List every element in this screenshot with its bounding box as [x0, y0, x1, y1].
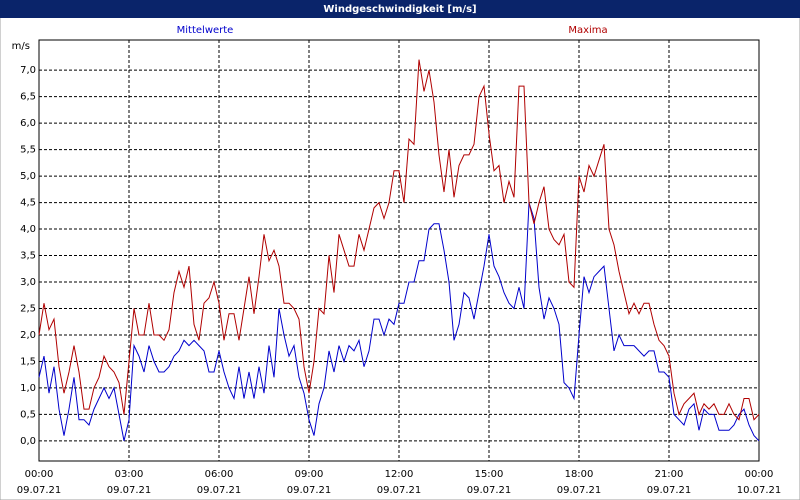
data-line [38, 59, 760, 421]
y-tick-label: 6,0 [20, 118, 36, 129]
data-line [38, 202, 760, 442]
legend-label: Mittelwerte [177, 25, 234, 36]
x-tick-label-line: 09.07.21 [197, 485, 242, 496]
y-tick-label: 5,5 [20, 145, 36, 156]
x-tick-label: 15:00 09.07.21 [467, 469, 512, 496]
x-tick-label-line: 06:00 [205, 469, 234, 480]
y-tick-label: 2,0 [20, 330, 36, 341]
x-tick-label: 18:00 09.07.21 [557, 469, 602, 496]
y-tick-label: 7,0 [20, 65, 36, 76]
x-tick-label: 03:00 09.07.21 [107, 469, 152, 496]
y-tick-label: 1,0 [20, 383, 36, 394]
x-tick-label-line: 09.07.21 [647, 485, 692, 496]
chart-title: Windgeschwindigkeit [m/s] [323, 4, 476, 15]
x-tick-label-line: 09.07.21 [17, 485, 62, 496]
y-tick-label: 2,5 [20, 303, 36, 314]
y-tick-label: 6,5 [20, 92, 36, 103]
x-tick-label-line: 00:00 [745, 469, 774, 480]
y-tick-label: 3,0 [20, 277, 36, 288]
title-bar [0, 0, 800, 18]
x-tick-label-line: 21:00 [655, 469, 684, 480]
x-tick-label-line: 09.07.21 [377, 485, 422, 496]
x-tick-label-line: 09.07.21 [107, 485, 152, 496]
x-tick-label: 21:00 09.07.21 [647, 469, 692, 496]
x-tick-label: 12:00 09.07.21 [377, 469, 422, 496]
y-tick-label: 0,5 [20, 409, 36, 420]
y-axis-label: m/s [12, 41, 30, 52]
x-tick-label-line: 09:00 [295, 469, 324, 480]
x-tick-label-line: 00:00 [25, 469, 54, 480]
x-tick-label: 00:00 10.07.21 [737, 469, 782, 496]
x-tick-label-line: 03:00 [115, 469, 144, 480]
y-tick-label: 0,0 [20, 436, 36, 447]
legend-label: Maxima [568, 25, 607, 36]
x-tick-label-line: 09.07.21 [467, 485, 512, 496]
x-tick-label: 06:00 09.07.21 [197, 469, 242, 496]
x-tick-label-line: 18:00 [565, 469, 594, 480]
x-tick-label: 00:00 09.07.21 [17, 469, 62, 496]
y-tick-label: 1,5 [20, 356, 36, 367]
x-tick-label-line: 09.07.21 [287, 485, 332, 496]
y-tick-label: 3,5 [20, 251, 36, 262]
y-tick-label: 5,0 [20, 171, 36, 182]
y-tick-label: 4,0 [20, 224, 36, 235]
x-tick-label-line: 12:00 [385, 469, 414, 480]
y-tick-label: 4,5 [20, 198, 36, 209]
x-tick-label-line: 15:00 [475, 469, 504, 480]
x-tick-label-line: 09.07.21 [557, 485, 602, 496]
x-tick-label-line: 10.07.21 [737, 485, 782, 496]
x-tick-label: 09:00 09.07.21 [287, 469, 332, 496]
